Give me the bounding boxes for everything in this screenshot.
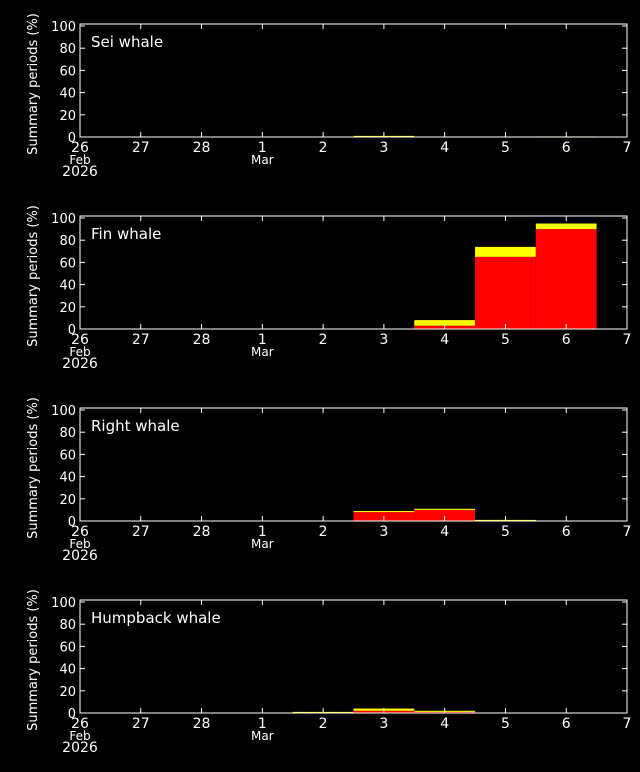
panel-1-ytick-label-20: 20 [59, 109, 76, 124]
panel-2-ytick-label-60: 60 [59, 256, 76, 271]
panel-1-xtick-label-5: 3 [379, 140, 388, 156]
panel-1-ylabel: Summary periods (%) [26, 13, 41, 155]
panel-4-ytick-label-20: 20 [59, 685, 76, 700]
panel-3-bar-2026-03-04-yellow [414, 508, 476, 510]
panel-2-ytick-label-20: 20 [59, 301, 76, 316]
panel-2-ytick-label-80: 80 [59, 234, 76, 249]
panel-3-ytick-label-80: 80 [59, 426, 76, 441]
panel-4-xtick-label-3: 1 [258, 716, 267, 732]
panel-1-xtick-month-3: Mar [251, 153, 274, 167]
panel-2-xtick-label-9: 7 [623, 332, 632, 348]
panel-2-bar-2026-03-05-yellow [475, 246, 536, 257]
panel-4-xtick-label-8: 6 [562, 716, 571, 732]
panel-1-xtick-year-0: 2026 [62, 164, 98, 180]
panel-2-bar-2026-03-04-yellow [414, 320, 476, 326]
panel-2-xtick-label-8: 6 [562, 332, 571, 348]
panel-1-frame [79, 23, 628, 138]
panel-1-xtick-label-3: 1 [258, 140, 267, 156]
panel-4-ytick-label-40: 40 [59, 663, 76, 678]
panel-2-xtick-label-7: 5 [501, 332, 510, 348]
panel-4-ytick-label-100: 100 [51, 596, 76, 611]
panel-3-frame [79, 407, 628, 522]
panel-1-ytick-label-60: 60 [59, 64, 76, 79]
panel-3-ylabel: Summary periods (%) [26, 397, 41, 539]
panel-1-xtick-label-7: 5 [501, 140, 510, 156]
panel-2-xtick-label-1: 27 [132, 332, 150, 348]
panel-3-xtick-label-6: 4 [440, 524, 449, 540]
panel-1-xtick-label-0: 26 [71, 140, 89, 156]
panel-4-xtick-label-5: 3 [379, 716, 388, 732]
panel-4-ylabel: Summary periods (%) [26, 589, 41, 731]
panel-4-xtick-label-9: 7 [623, 716, 632, 732]
panel-1-ytick-label-100: 100 [51, 20, 76, 35]
panel-1-xtick-label-8: 6 [562, 140, 571, 156]
panel-2-ytick-label-100: 100 [51, 212, 76, 227]
panel-3-xtick-label-8: 6 [562, 524, 571, 540]
panel-4-xtick-label-6: 4 [440, 716, 449, 732]
panel-4-xtick-label-7: 5 [501, 716, 510, 732]
panel-3-xtick-label-9: 7 [623, 524, 632, 540]
panel-1-xtick-label-2: 28 [193, 140, 211, 156]
panel-4-xtick-month-0: Feb [69, 729, 90, 743]
panel-2-xtick-label-6: 4 [440, 332, 449, 348]
panel-2-xtick-label-0: 26 [71, 332, 89, 348]
panel-2-xtick-month-3: Mar [251, 345, 274, 359]
panel-2-bar-2026-03-06-yellow [535, 223, 597, 230]
panel-1-xtick-label-6: 4 [440, 140, 449, 156]
panel-3-xtick-label-2: 28 [193, 524, 211, 540]
panel-3-xtick-label-3: 1 [258, 524, 267, 540]
panel-2-ytick-label-0: 0 [68, 323, 76, 338]
panel-1-ytick-label-40: 40 [59, 87, 76, 102]
panel-2-xtick-label-2: 28 [193, 332, 211, 348]
panel-4-xtick-month-3: Mar [251, 729, 274, 743]
panel-4-title: Humpback whale [91, 609, 221, 627]
panel-4-xtick-year-0: 2026 [62, 740, 98, 756]
panel-1-title: Sei whale [91, 33, 163, 51]
panel-4-xtick-label-4: 2 [319, 716, 328, 732]
panel-4-ytick-label-0: 0 [68, 707, 76, 722]
panel-3-xtick-label-1: 27 [132, 524, 150, 540]
panel-2-xtick-month-0: Feb [69, 345, 90, 359]
panel-2-title: Fin whale [91, 225, 161, 243]
panel-3-xtick-label-7: 5 [501, 524, 510, 540]
panel-2-xtick-label-5: 3 [379, 332, 388, 348]
panel-3-xtick-label-0: 26 [71, 524, 89, 540]
panel-4-frame [79, 599, 628, 714]
panel-4-xtick-label-2: 28 [193, 716, 211, 732]
panel-1-xtick-label-4: 2 [319, 140, 328, 156]
panel-3-xtick-month-0: Feb [69, 537, 90, 551]
panel-3-ytick-label-100: 100 [51, 404, 76, 419]
panel-3-xtick-month-3: Mar [251, 537, 274, 551]
panel-2-xtick-label-3: 1 [258, 332, 267, 348]
panel-3-bar-2026-03-03-yellow [353, 511, 415, 513]
panel-1-ytick-label-80: 80 [59, 42, 76, 57]
panel-4-ytick-label-60: 60 [59, 640, 76, 655]
panel-3-ytick-label-40: 40 [59, 471, 76, 486]
panel-3-title: Right whale [91, 417, 180, 435]
panel-2-ytick-label-40: 40 [59, 279, 76, 294]
panel-2-ylabel: Summary periods (%) [26, 205, 41, 347]
panel-1-xtick-label-9: 7 [623, 140, 632, 156]
panel-4-xtick-label-0: 26 [71, 716, 89, 732]
panel-3-xtick-label-4: 2 [319, 524, 328, 540]
panel-1-ytick-label-0: 0 [68, 131, 76, 146]
panel-2-bar-2026-03-06-red [535, 229, 597, 329]
panel-3-ytick-label-60: 60 [59, 448, 76, 463]
panel-2-bar-2026-03-05-red [475, 256, 536, 329]
panel-3-ytick-label-0: 0 [68, 515, 76, 530]
panel-4-ytick-label-80: 80 [59, 618, 76, 633]
panel-2-xtick-label-4: 2 [319, 332, 328, 348]
panel-1-xtick-label-1: 27 [132, 140, 150, 156]
panel-3-bar-2026-03-04-red [414, 509, 476, 521]
panel-2-xtick-year-0: 2026 [62, 356, 98, 372]
panel-3-xtick-label-5: 3 [379, 524, 388, 540]
panel-4-xtick-label-1: 27 [132, 716, 150, 732]
panel-3-xtick-year-0: 2026 [62, 548, 98, 564]
panel-3-ytick-label-20: 20 [59, 493, 76, 508]
panel-2-frame [79, 215, 628, 330]
panel-1-xtick-month-0: Feb [69, 153, 90, 167]
